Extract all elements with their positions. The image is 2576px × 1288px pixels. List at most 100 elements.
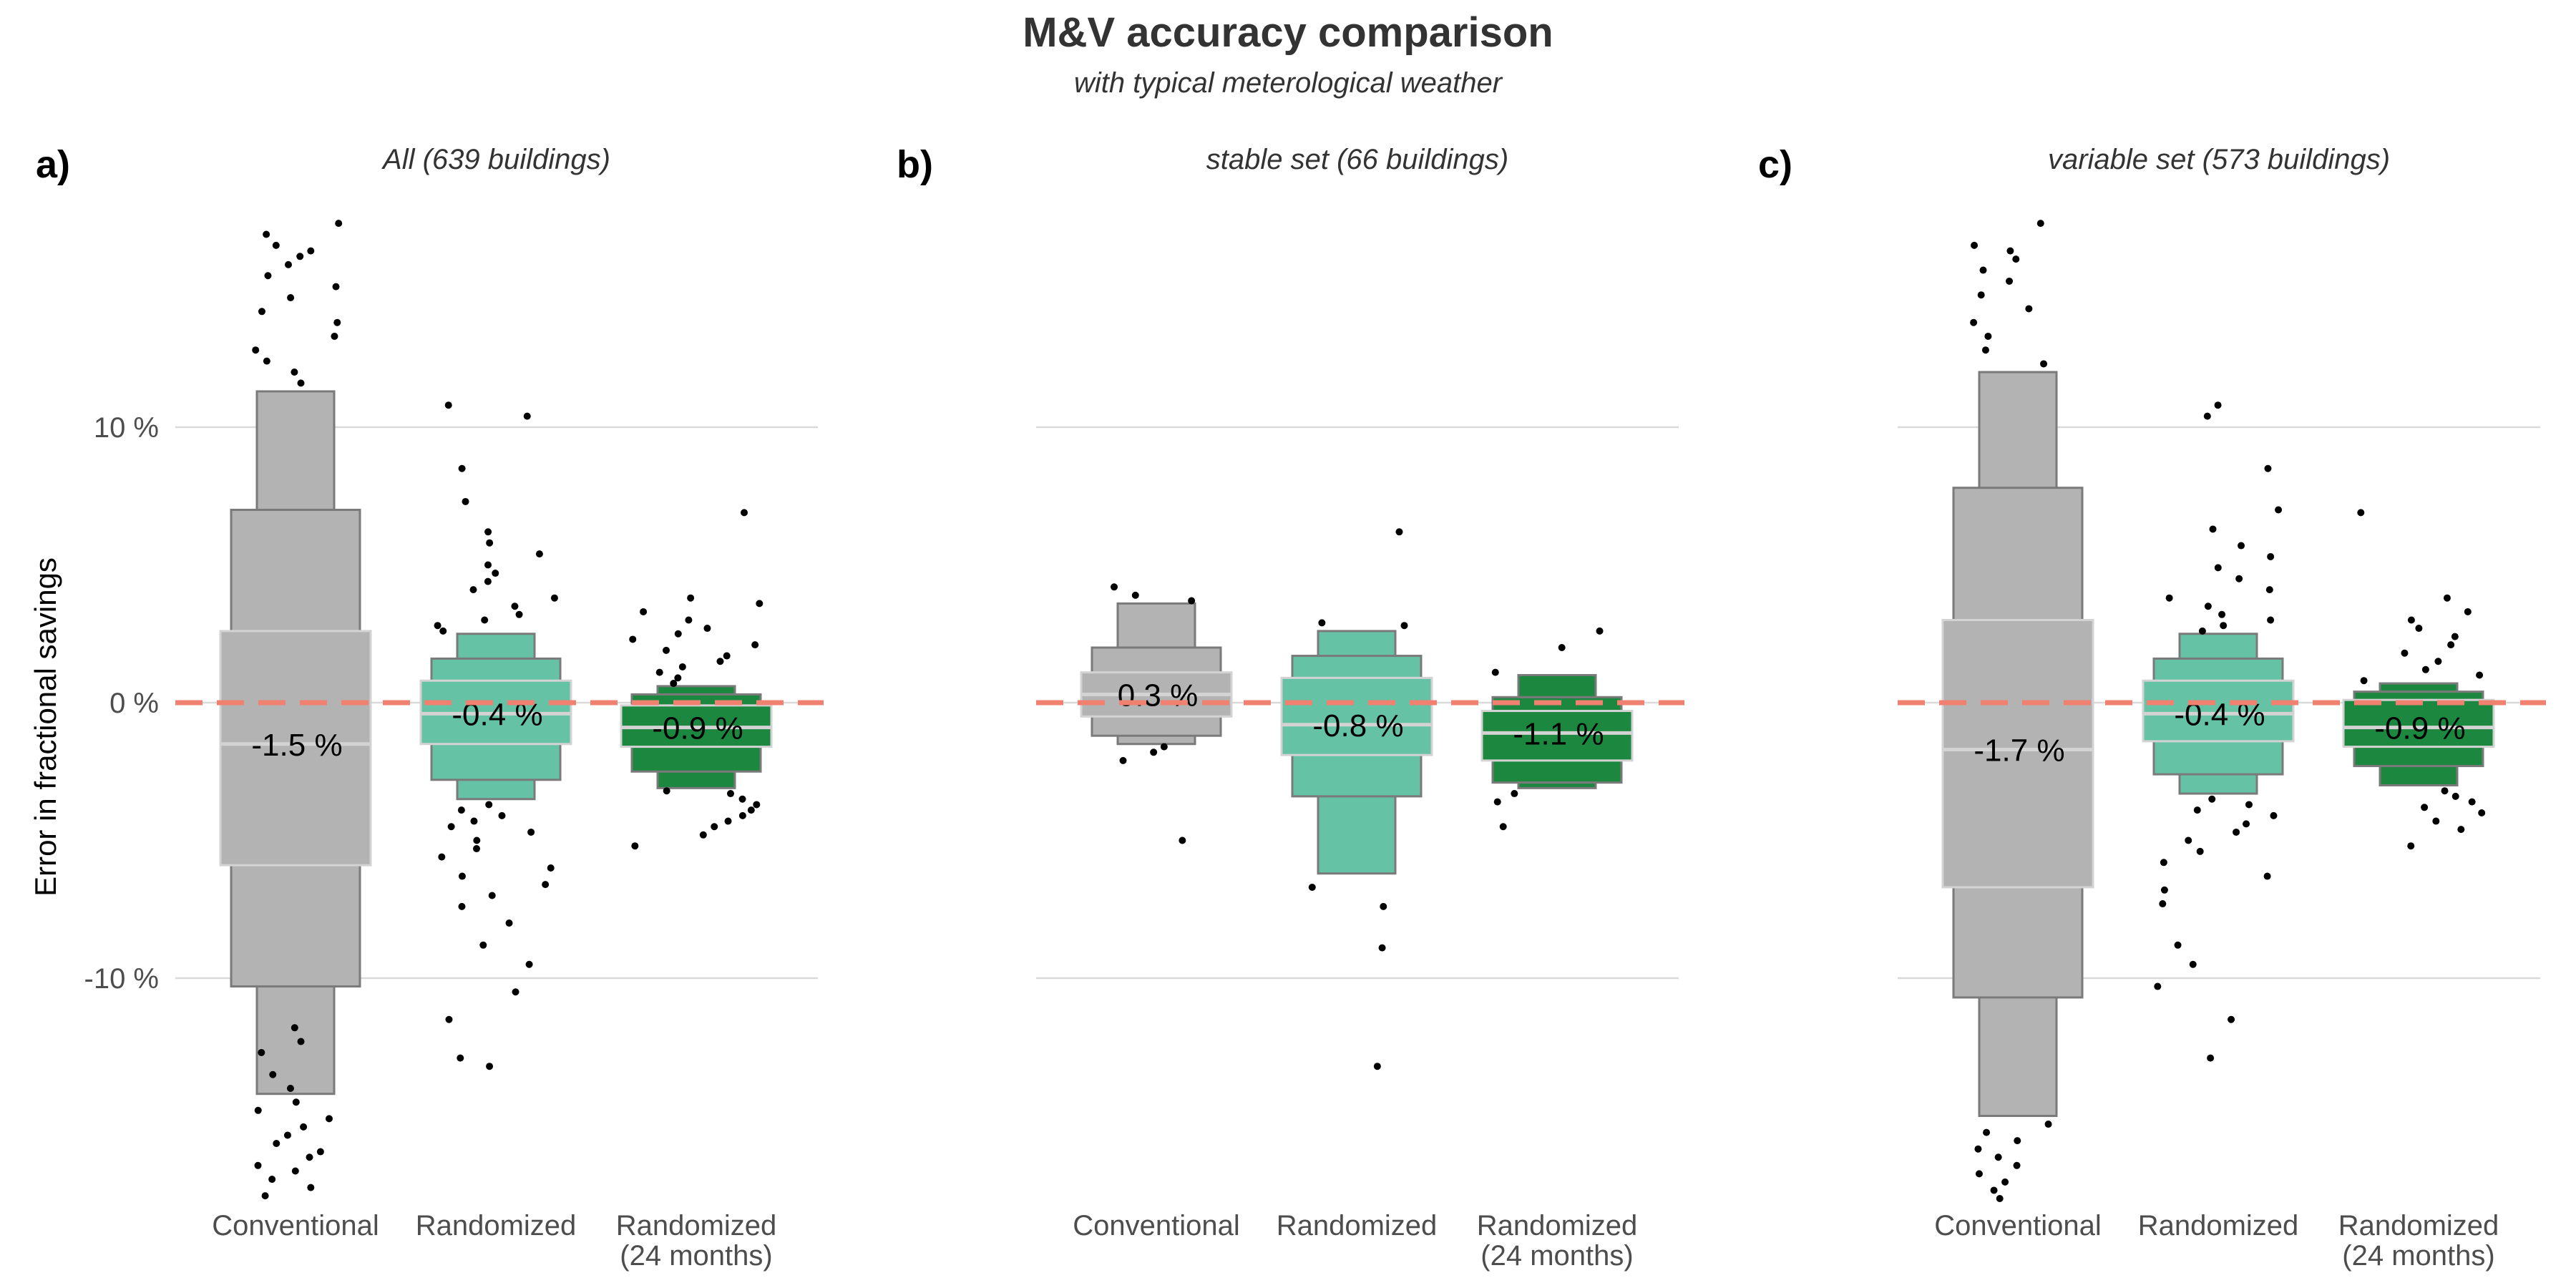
outlier-point [2160, 859, 2167, 867]
outlier-point [485, 801, 493, 809]
outlier-point [2421, 665, 2429, 673]
outlier-point [1971, 241, 1979, 249]
outlier-point [2013, 1161, 2021, 1169]
outlier-point [542, 881, 550, 889]
outlier-point [1318, 619, 1326, 627]
outlier-point [291, 1024, 298, 1032]
outlier-point [484, 577, 492, 585]
outlier-point [2160, 886, 2168, 894]
outlier-point [1395, 528, 1403, 536]
outlier-point [2036, 220, 2044, 228]
outlier-point [1373, 1063, 1381, 1070]
outlier-point [264, 272, 272, 280]
outlier-point [470, 817, 478, 825]
outlier-point [670, 680, 678, 688]
outlier-point [2443, 594, 2451, 602]
outlier-point [2233, 828, 2240, 836]
outlier-point [2407, 616, 2415, 624]
outlier-point [2464, 608, 2472, 615]
outlier-point [444, 401, 452, 409]
outlier-point [2220, 622, 2228, 630]
outlier-point [2012, 255, 2020, 263]
x-tick-label: (24 months) [2342, 1240, 2494, 1272]
outlier-point [547, 864, 555, 872]
median-label: 0.3 % [1118, 678, 1199, 713]
x-tick-label: (24 months) [1480, 1240, 1633, 1272]
outlier-point [678, 663, 686, 670]
outlier-point [550, 594, 558, 602]
outlier-point [2193, 806, 2201, 814]
outlier-point [297, 379, 305, 387]
outlier-point [484, 561, 492, 569]
x-tick-label: Randomized [1277, 1210, 1438, 1241]
outlier-point [751, 641, 759, 649]
outlier-point [699, 831, 707, 839]
outlier-point [663, 787, 670, 795]
outlier-point [2185, 836, 2192, 844]
letter-value-box [2342, 698, 2495, 748]
page-subtitle: with typical meterological weather [1073, 67, 1503, 99]
outlier-point [2154, 982, 2162, 990]
outlier-point [2196, 847, 2204, 855]
outlier-point [2421, 804, 2429, 811]
outlier-point [2044, 1121, 2052, 1128]
outlier-point [1511, 790, 1518, 798]
outlier-point [2214, 401, 2222, 409]
outlier-point [2209, 525, 2217, 533]
outlier-point [498, 811, 506, 819]
x-tick-label: Conventional [1934, 1210, 2102, 1241]
outlier-point [2159, 900, 2167, 908]
outlier-point [2165, 594, 2173, 602]
outlier-point [284, 260, 292, 268]
outlier-point [2267, 616, 2275, 624]
outlier-point [263, 230, 270, 238]
outlier-point [687, 594, 695, 602]
outlier-point [484, 528, 492, 536]
outlier-point [297, 1038, 305, 1045]
outlier-point [335, 220, 343, 228]
outlier-point [486, 1063, 494, 1070]
x-tick-label: Conventional [212, 1210, 379, 1241]
y-tick-label: -10 % [84, 963, 160, 995]
outlier-point [333, 318, 341, 326]
outlier-point [439, 627, 447, 635]
outlier-point [481, 616, 489, 624]
outlier-point [291, 1167, 299, 1175]
x-tick-label: Randomized [616, 1210, 777, 1241]
outlier-point [2441, 787, 2449, 795]
letter-value-box [1480, 710, 1634, 762]
outlier-point [291, 369, 298, 376]
outlier-point [747, 806, 755, 814]
outlier-point [2434, 658, 2442, 665]
outlier-point [488, 892, 496, 899]
outlier-point [332, 283, 340, 291]
outlier-point [2360, 677, 2368, 685]
outlier-point [724, 817, 732, 825]
outlier-point [2447, 641, 2455, 649]
outlier-point [1981, 346, 1989, 354]
outlier-point [287, 294, 295, 302]
outlier-point [296, 253, 304, 260]
outlier-point [685, 616, 693, 624]
outlier-point [2432, 817, 2440, 825]
outlier-point [640, 608, 648, 615]
panel-subtitle: stable set (66 buildings) [1206, 144, 1508, 175]
outlier-point [254, 1106, 262, 1114]
outlier-point [726, 790, 734, 798]
outlier-point [1596, 627, 1604, 635]
panel-subtitle: All (639 buildings) [381, 144, 610, 175]
outlier-point [2204, 602, 2212, 610]
x-tick-label: Randomized [2138, 1210, 2299, 1241]
outlier-point [457, 806, 465, 814]
outlier-point [738, 811, 746, 819]
outlier-point [2357, 509, 2365, 517]
outlier-point [307, 1184, 315, 1191]
outlier-point [1974, 1145, 1982, 1153]
outlier-point [2235, 575, 2243, 582]
outlier-point [1119, 756, 1127, 764]
panel-subtitle: variable set (573 buildings) [2048, 144, 2390, 175]
outlier-point [663, 646, 670, 654]
outlier-point [438, 853, 446, 861]
outlier-point [2264, 464, 2272, 472]
outlier-point [2478, 809, 2486, 816]
